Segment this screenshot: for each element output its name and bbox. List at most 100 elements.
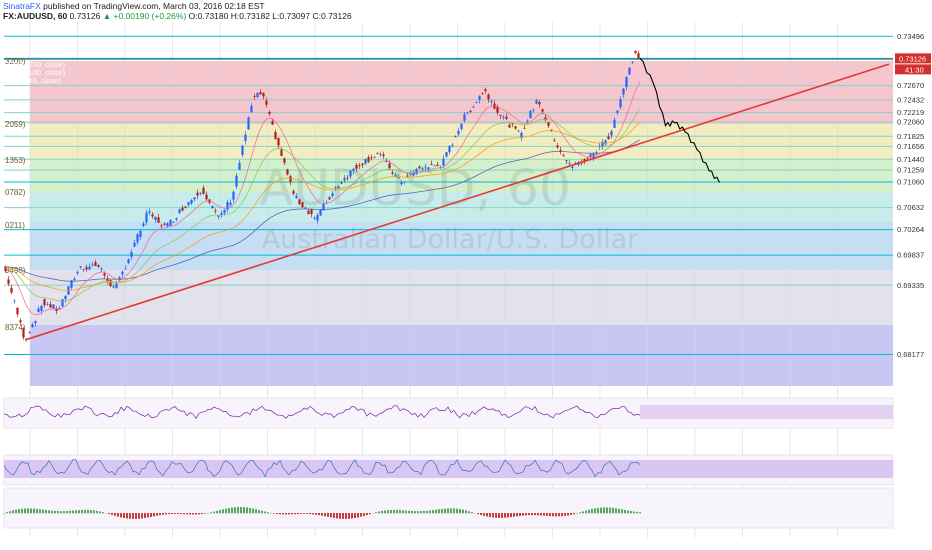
- candle[interactable]: [13, 300, 16, 302]
- candle[interactable]: [337, 186, 340, 189]
- candle[interactable]: [274, 132, 277, 140]
- candle[interactable]: [448, 146, 451, 153]
- candle[interactable]: [610, 131, 613, 136]
- candle[interactable]: [460, 123, 463, 130]
- candle[interactable]: [364, 158, 367, 164]
- candle[interactable]: [328, 197, 331, 200]
- candle[interactable]: [136, 234, 139, 243]
- candle[interactable]: [433, 165, 436, 167]
- candle[interactable]: [277, 138, 280, 146]
- candle[interactable]: [139, 231, 142, 237]
- candle[interactable]: [331, 193, 334, 196]
- candle[interactable]: [634, 50, 637, 54]
- candle[interactable]: [151, 214, 154, 217]
- candle[interactable]: [508, 124, 511, 128]
- candle[interactable]: [280, 149, 283, 156]
- candle[interactable]: [340, 182, 343, 184]
- candle[interactable]: [349, 170, 352, 177]
- candle[interactable]: [415, 169, 418, 175]
- candle[interactable]: [502, 117, 505, 118]
- candle[interactable]: [298, 199, 301, 205]
- candle[interactable]: [616, 110, 619, 113]
- candle[interactable]: [253, 96, 256, 97]
- candle[interactable]: [604, 140, 607, 145]
- candle[interactable]: [55, 308, 58, 311]
- candle[interactable]: [157, 217, 160, 223]
- candle[interactable]: [343, 178, 346, 181]
- candle[interactable]: [454, 136, 457, 138]
- candle[interactable]: [268, 111, 271, 114]
- candle[interactable]: [28, 332, 31, 334]
- candle[interactable]: [445, 152, 448, 157]
- candle[interactable]: [37, 308, 40, 312]
- candle[interactable]: [427, 167, 430, 170]
- candle[interactable]: [34, 320, 37, 324]
- candle[interactable]: [193, 197, 196, 200]
- candle[interactable]: [94, 262, 97, 266]
- candle[interactable]: [43, 299, 46, 306]
- candle[interactable]: [175, 218, 178, 220]
- candle[interactable]: [142, 223, 145, 227]
- candle[interactable]: [334, 187, 337, 189]
- candle[interactable]: [589, 154, 592, 158]
- candle[interactable]: [607, 136, 610, 140]
- candle[interactable]: [169, 220, 172, 226]
- candle[interactable]: [109, 280, 112, 287]
- candle[interactable]: [7, 279, 10, 284]
- candle[interactable]: [190, 199, 193, 204]
- candle[interactable]: [541, 109, 544, 112]
- candle[interactable]: [103, 273, 106, 276]
- candle[interactable]: [124, 268, 127, 270]
- candle[interactable]: [556, 145, 559, 148]
- candle[interactable]: [226, 202, 229, 210]
- candle[interactable]: [70, 280, 73, 288]
- candle[interactable]: [601, 141, 604, 148]
- candle[interactable]: [526, 120, 529, 122]
- candle[interactable]: [46, 304, 49, 306]
- candle[interactable]: [82, 269, 85, 270]
- candle[interactable]: [259, 92, 262, 95]
- candle[interactable]: [88, 266, 91, 270]
- candle[interactable]: [184, 206, 187, 208]
- candle[interactable]: [388, 163, 391, 169]
- candle[interactable]: [586, 158, 589, 160]
- candle[interactable]: [79, 266, 82, 268]
- candle[interactable]: [481, 93, 484, 95]
- candle[interactable]: [160, 225, 163, 227]
- candle[interactable]: [472, 107, 475, 108]
- candle[interactable]: [370, 157, 373, 159]
- candle[interactable]: [316, 215, 319, 221]
- candle[interactable]: [289, 176, 292, 182]
- candle[interactable]: [100, 268, 103, 270]
- candle[interactable]: [529, 110, 532, 119]
- candle[interactable]: [52, 304, 55, 310]
- candle[interactable]: [199, 193, 202, 195]
- candle[interactable]: [211, 205, 214, 209]
- candle[interactable]: [148, 211, 151, 213]
- candle[interactable]: [496, 106, 499, 113]
- candle[interactable]: [283, 158, 286, 163]
- candle[interactable]: [373, 156, 376, 158]
- candle[interactable]: [580, 162, 583, 164]
- candle[interactable]: [61, 299, 64, 307]
- candle[interactable]: [22, 328, 25, 338]
- candle[interactable]: [631, 61, 634, 63]
- candle[interactable]: [421, 168, 424, 170]
- candle[interactable]: [310, 209, 313, 214]
- legend-item[interactable]: EMA (200, close): [8, 60, 66, 69]
- candle[interactable]: [517, 130, 520, 132]
- candle[interactable]: [214, 210, 217, 212]
- candle[interactable]: [391, 172, 394, 174]
- candle[interactable]: [400, 182, 403, 185]
- candle[interactable]: [229, 202, 232, 205]
- candle[interactable]: [64, 296, 67, 300]
- candle[interactable]: [97, 264, 100, 267]
- candle[interactable]: [85, 267, 88, 270]
- candle[interactable]: [91, 264, 94, 266]
- candle[interactable]: [484, 89, 487, 92]
- author-name[interactable]: SinatraFX: [3, 1, 41, 11]
- candle[interactable]: [505, 116, 508, 119]
- candle[interactable]: [202, 187, 205, 194]
- candle[interactable]: [637, 53, 640, 59]
